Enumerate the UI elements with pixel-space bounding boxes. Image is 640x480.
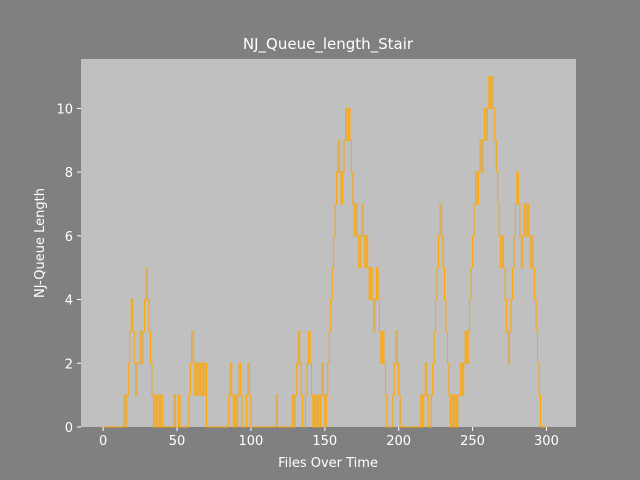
y-tick-label: 0 — [65, 421, 73, 436]
x-tick-label: 100 — [239, 434, 264, 449]
plot-area — [81, 59, 576, 427]
x-tick-label: 50 — [169, 434, 186, 449]
x-tick-label: 300 — [534, 434, 559, 449]
y-tick-label: 6 — [65, 230, 73, 245]
y-axis-label: NJ-Queue Length — [33, 188, 48, 298]
x-tick-label: 150 — [312, 434, 337, 449]
y-tick-label: 10 — [56, 102, 73, 117]
x-tick-label: 0 — [99, 434, 107, 449]
y-tick-label: 2 — [65, 357, 73, 372]
x-tick-label: 200 — [386, 434, 411, 449]
x-tick-label: 250 — [460, 434, 485, 449]
step-line — [103, 76, 547, 428]
y-tick-label: 8 — [65, 166, 73, 181]
x-axis-label: Files Over Time — [278, 456, 378, 471]
chart-title: NJ_Queue_length_Stair — [243, 35, 414, 54]
y-tick-label: 4 — [65, 294, 73, 309]
